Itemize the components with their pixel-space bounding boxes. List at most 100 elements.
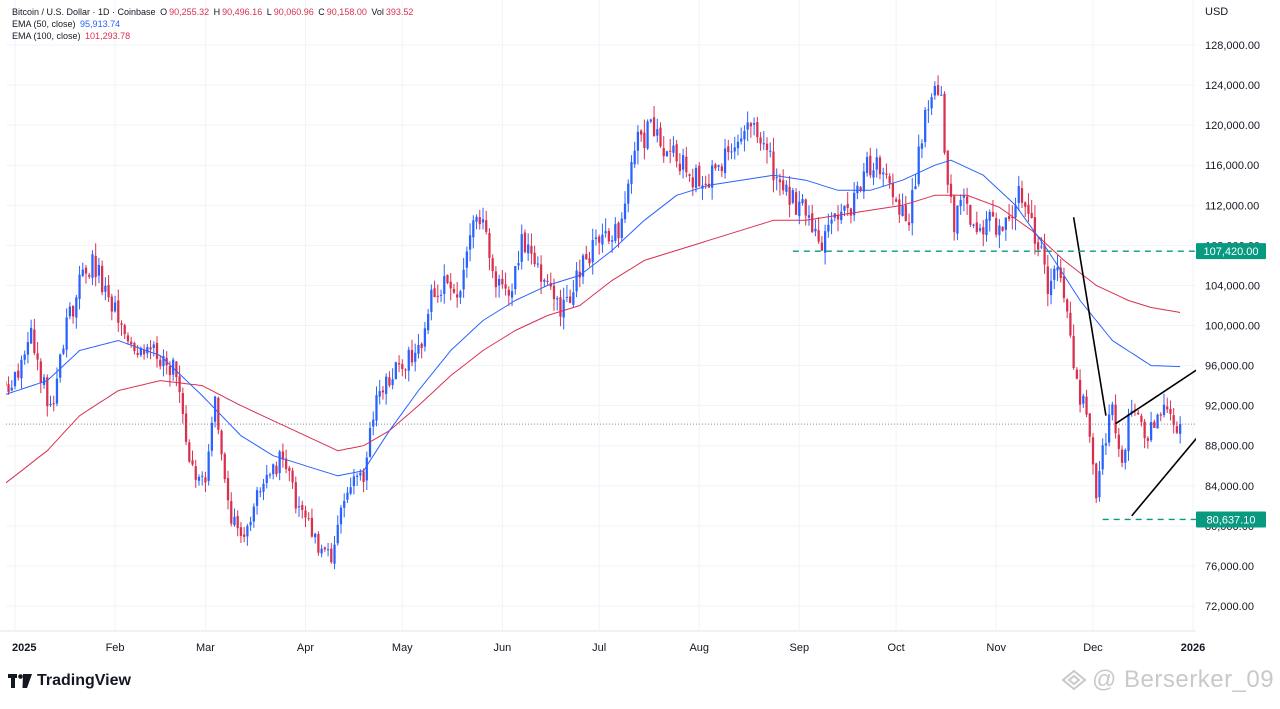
candle-body (862, 171, 865, 192)
candle-body (333, 544, 336, 564)
candle (71, 305, 75, 324)
candle (485, 210, 488, 235)
candle-body (514, 266, 517, 290)
candle (204, 471, 207, 493)
candle (1175, 421, 1179, 435)
candle (91, 250, 94, 286)
candle (988, 209, 991, 232)
candle (1062, 267, 1066, 303)
candle (181, 387, 184, 424)
candle (933, 81, 936, 100)
candle-body (991, 212, 995, 217)
candle (310, 508, 314, 538)
candle (120, 320, 123, 336)
candle-body (88, 274, 91, 277)
watermark-text: @ Berserker_09 (1092, 666, 1275, 693)
candle-body (610, 240, 614, 242)
candle (39, 358, 42, 394)
candle-body (168, 366, 172, 376)
candle (213, 395, 217, 428)
candle (765, 137, 769, 164)
candle-body (262, 483, 265, 492)
candle-body (220, 430, 223, 455)
candle (888, 173, 891, 189)
candle-body (465, 251, 468, 268)
candle-body (1159, 414, 1162, 416)
y-tick-label: 92,000.00 (1205, 401, 1254, 413)
x-tick-label: Apr (297, 642, 314, 654)
candle-body (711, 165, 714, 188)
candle-body (646, 121, 649, 149)
candle (978, 223, 982, 233)
candle (1014, 197, 1017, 231)
candle (998, 219, 1001, 248)
candle-body (527, 244, 530, 254)
candle (972, 223, 975, 228)
candle (975, 211, 978, 235)
candle (1120, 445, 1124, 468)
candle-body (1024, 202, 1027, 207)
candle (898, 193, 901, 223)
candle (507, 286, 510, 306)
candle-body (665, 151, 669, 157)
candle-body (349, 487, 352, 494)
x-tick-label: Jul (592, 642, 606, 654)
candle (1088, 413, 1091, 443)
candle-body (975, 222, 978, 233)
x-tick-label: 2025 (12, 642, 36, 654)
candle (94, 243, 97, 287)
legend-ema50-line[interactable]: EMA (50, close) 95,913.74 (12, 18, 415, 30)
candle-body (678, 163, 682, 172)
candle (572, 279, 575, 308)
candle-body (869, 155, 872, 176)
candle-body (81, 269, 84, 276)
watermark: @ Berserker_09 (1062, 666, 1274, 694)
tradingview-brand[interactable]: TradingView (8, 672, 131, 690)
candle (601, 223, 604, 253)
candle-body (381, 390, 385, 393)
candle-body (1078, 379, 1082, 405)
candle (630, 155, 633, 194)
candle-body (778, 179, 782, 183)
candle-body (1040, 246, 1043, 248)
candle-body (614, 224, 617, 241)
candle-body (946, 150, 949, 185)
candle (669, 138, 672, 164)
candle (101, 260, 104, 296)
candle-body (126, 335, 130, 342)
candle (381, 385, 385, 400)
legend-o-label: O (160, 7, 168, 17)
candle (275, 461, 278, 478)
candle (594, 229, 598, 246)
candle-body (811, 213, 814, 233)
candle-body (243, 534, 246, 537)
candle-body (907, 222, 911, 226)
candle-body (201, 475, 204, 477)
candle-body (459, 291, 462, 298)
candle-body (1143, 421, 1146, 439)
candle (55, 367, 59, 407)
candle-body (552, 285, 556, 300)
candle-body (898, 199, 901, 215)
candle-body (782, 180, 785, 191)
candle-body (581, 255, 585, 277)
candle-body (885, 173, 888, 175)
legend-symbol: Bitcoin / U.S. Dollar · 1D · Coinbase (12, 7, 156, 17)
candle-body (1020, 188, 1024, 203)
candle-body (772, 151, 775, 181)
candle-body (233, 516, 236, 526)
candle-body (1124, 449, 1127, 463)
candle-body (627, 183, 630, 204)
candle-body (620, 218, 623, 238)
candle-body (801, 199, 804, 204)
candle-body (417, 344, 420, 354)
legend-ema100-line[interactable]: EMA (100, close) 101,293.78 (12, 30, 415, 42)
candle-body (410, 349, 414, 363)
candle (481, 207, 485, 230)
candle (320, 544, 323, 558)
candle (1179, 416, 1182, 444)
candle (339, 504, 343, 534)
candle (1098, 460, 1101, 502)
